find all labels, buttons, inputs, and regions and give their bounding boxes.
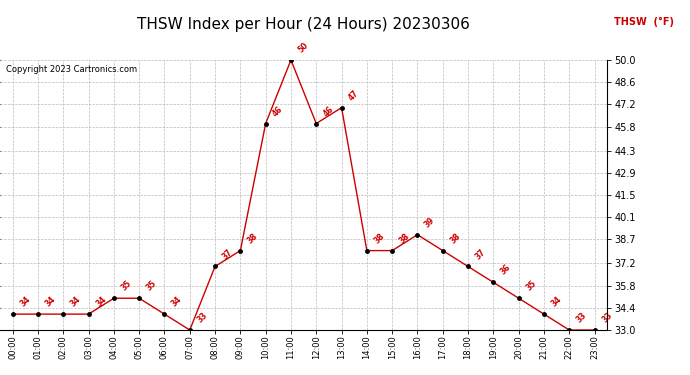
Text: 38: 38	[246, 231, 259, 245]
Text: 33: 33	[600, 310, 614, 324]
Text: 33: 33	[575, 310, 589, 324]
Text: 46: 46	[271, 104, 285, 118]
Text: 50: 50	[297, 41, 310, 54]
Text: 35: 35	[119, 279, 133, 292]
Text: 46: 46	[322, 104, 335, 118]
Text: 38: 38	[448, 231, 462, 245]
Text: Copyright 2023 Cartronics.com: Copyright 2023 Cartronics.com	[6, 65, 137, 74]
Text: 34: 34	[18, 295, 32, 309]
Text: 37: 37	[473, 247, 487, 261]
Text: 35: 35	[145, 279, 159, 292]
Text: 36: 36	[499, 263, 513, 277]
Text: THSW (°F): THSW (°F)	[614, 17, 674, 27]
Text: 34: 34	[69, 295, 83, 309]
Text: 37: 37	[221, 247, 235, 261]
Text: 33: 33	[195, 310, 209, 324]
Text: 35: 35	[524, 279, 538, 292]
Text: 34: 34	[549, 295, 563, 309]
Text: 47: 47	[347, 88, 361, 102]
Text: 38: 38	[373, 231, 386, 245]
Text: 34: 34	[170, 295, 184, 309]
Text: 34: 34	[43, 295, 57, 309]
Text: THSW Index per Hour (24 Hours) 20230306: THSW Index per Hour (24 Hours) 20230306	[137, 17, 470, 32]
Text: 39: 39	[423, 215, 437, 229]
Text: 38: 38	[397, 231, 411, 245]
Text: 34: 34	[94, 295, 108, 309]
